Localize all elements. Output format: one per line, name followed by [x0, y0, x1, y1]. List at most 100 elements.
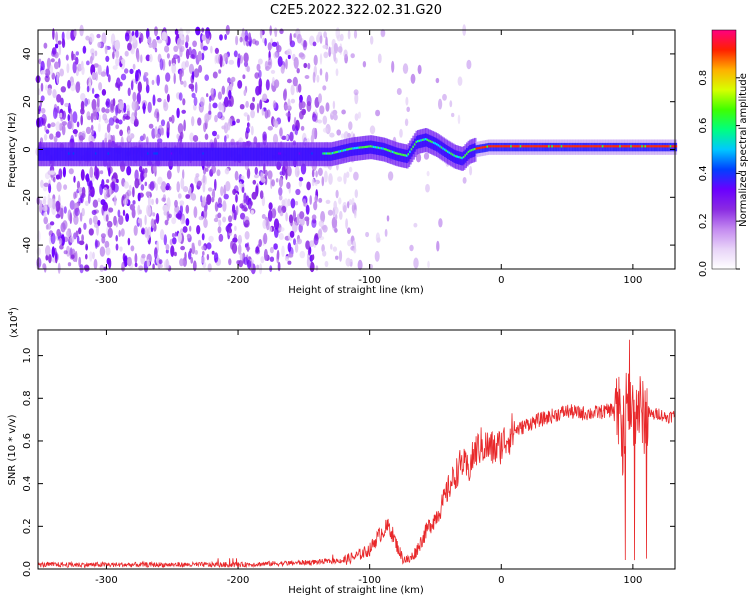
spectrogram-cell: [276, 249, 280, 260]
spectrogram-cell: [81, 186, 86, 197]
spectrogram-cell: [323, 51, 329, 59]
spectrogram-cell: [99, 246, 106, 257]
spectrogram-cell: [324, 170, 328, 183]
spectrogram-cell: [240, 175, 245, 180]
spectrogram-cell: [415, 153, 422, 163]
spectrogram-band-core: [346, 148, 349, 151]
spectrogram-cell: [80, 93, 86, 101]
spectrogram-cell: [237, 244, 242, 255]
spectrogram-band-core: [451, 153, 455, 156]
spectrogram-cell: [286, 48, 292, 57]
spectrogram-cell: [299, 94, 303, 103]
spectrogram-cell: [346, 171, 350, 178]
spectrogram-cell: [333, 113, 338, 121]
spectrogram-band-core: [341, 149, 344, 152]
spectrogram-cell: [107, 74, 111, 83]
spectrogram-cell: [64, 102, 70, 108]
spectrogram-cell: [147, 226, 152, 239]
spectrogram-cell: [203, 122, 207, 133]
spectrogram-cell: [315, 265, 319, 271]
spectrogram-cell: [93, 132, 97, 139]
spectrogram-band-core: [502, 145, 505, 148]
spectrogram-band-inner: [297, 147, 300, 161]
spectrogram-cell: [362, 60, 367, 68]
spectrogram-cell: [122, 113, 129, 120]
spectrogram-cell: [292, 210, 296, 222]
spectrogram-cell: [182, 186, 189, 193]
spectrogram-band-core: [429, 140, 433, 143]
spectrogram-band-inner: [140, 147, 144, 161]
spectrogram-cell: [85, 173, 90, 183]
spectrogram-cell: [189, 248, 192, 254]
spectrogram-cell: [244, 35, 249, 42]
spectrogram-band-core: [480, 146, 483, 149]
spectrogram-cell: [252, 96, 256, 102]
spectrogram-cell: [235, 35, 239, 46]
spectrogram-cell: [335, 189, 339, 199]
spectrogram-cell: [73, 214, 79, 225]
spectrogram-cell: [197, 180, 202, 187]
spectrogram-band-core: [377, 146, 381, 149]
spectrogram-band-inner: [317, 147, 321, 161]
spectrogram-cell: [43, 196, 47, 201]
spectrogram-cell: [166, 53, 170, 59]
spectrogram-cell: [120, 228, 125, 237]
spectrogram-band-core: [385, 148, 389, 151]
spectrogram-cell: [236, 118, 241, 124]
spectrogram-cell: [156, 74, 160, 87]
spectrogram-cell: [256, 63, 261, 72]
spectrogram-cell: [269, 256, 275, 262]
spectrogram-cell: [318, 167, 323, 176]
spectrogram-band-inner: [150, 147, 153, 161]
spectrogram-cell: [212, 71, 218, 79]
spectrogram-band-core: [537, 145, 540, 148]
spectrogram-cell: [185, 218, 190, 226]
spectrogram-cell: [252, 179, 257, 185]
spectrogram-band-core: [638, 145, 641, 148]
spectrogram-cell: [295, 201, 299, 206]
spectrogram-cell: [223, 96, 229, 108]
spectrogram-cell: [269, 246, 274, 254]
spectrogram-x-ticks: -300 -200 -100 0 100: [95, 30, 642, 286]
spectrogram-cell: [144, 167, 148, 174]
spectrogram-cell: [134, 262, 138, 268]
spectrogram-band-core: [376, 146, 379, 149]
spectrogram-cell: [134, 118, 139, 127]
spectrogram-cell: [300, 125, 305, 131]
spectrogram-cell: [311, 254, 315, 261]
spectrogram-cell: [120, 73, 127, 81]
spectrogram-band-core: [518, 145, 521, 148]
spectrogram-cell: [337, 46, 343, 53]
spectrogram-band-core: [661, 145, 665, 148]
figure-title: C2E5.2022.322.02.31.G20: [270, 3, 442, 18]
spectrogram-cell: [205, 112, 210, 123]
spectrogram-cell: [55, 200, 61, 212]
spectrogram-cell: [85, 35, 90, 41]
spectrogram-cell: [91, 99, 97, 111]
spectrogram-band-inner: [118, 147, 122, 161]
spectrogram-cell: [442, 93, 447, 101]
spectrogram-cell: [348, 166, 353, 173]
spectrogram-cell: [256, 103, 260, 114]
spectrogram-cell: [387, 171, 394, 181]
snr-series: [37, 339, 675, 569]
spectrogram-cell: [66, 245, 71, 257]
spectrogram-cell: [406, 106, 411, 113]
spectrogram-cell: [258, 58, 263, 65]
spectrogram-band-core: [456, 155, 460, 158]
spectrogram-band-inner: [126, 147, 129, 161]
spectrogram-cell: [166, 121, 170, 133]
spectrogram-cell: [304, 216, 310, 222]
spectrogram-cell: [163, 234, 167, 246]
spectrogram-cell: [58, 44, 62, 56]
spectrogram-cell: [124, 68, 129, 74]
spectrogram-cell: [88, 76, 92, 86]
spectrogram-band-inner: [158, 147, 161, 161]
spectrogram-cell: [191, 244, 196, 255]
spectrogram-band-inner: [161, 147, 164, 161]
spectrogram-band-core: [462, 156, 466, 159]
spectrogram-band-core: [628, 145, 632, 148]
spectrogram-cell: [353, 246, 357, 254]
spectrogram-cell: [299, 217, 305, 226]
